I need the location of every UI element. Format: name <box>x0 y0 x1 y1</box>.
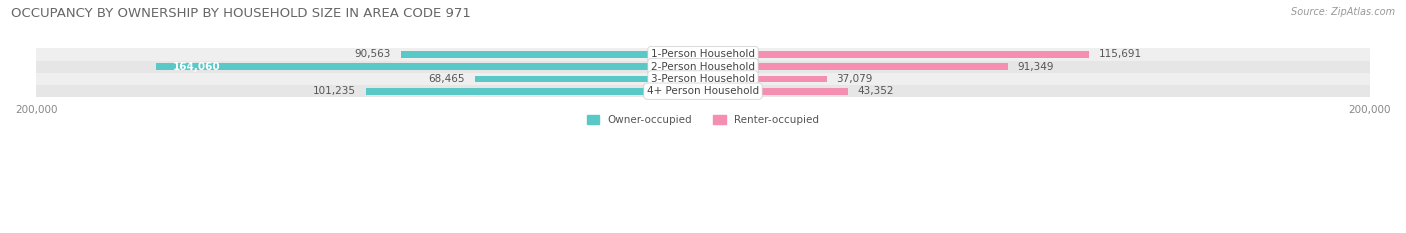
Bar <box>366 88 703 95</box>
Text: 115,691: 115,691 <box>1098 49 1142 59</box>
Legend: Owner-occupied, Renter-occupied: Owner-occupied, Renter-occupied <box>582 111 824 129</box>
Bar <box>703 88 848 95</box>
Bar <box>475 75 703 82</box>
Bar <box>37 73 1369 85</box>
Bar <box>703 51 1088 58</box>
Bar <box>37 85 1369 97</box>
Text: 164,060: 164,060 <box>173 62 221 72</box>
Text: 2-Person Household: 2-Person Household <box>651 62 755 72</box>
Text: 3-Person Household: 3-Person Household <box>651 74 755 84</box>
Bar <box>37 48 1369 61</box>
Text: 101,235: 101,235 <box>312 86 356 96</box>
Text: Source: ZipAtlas.com: Source: ZipAtlas.com <box>1291 7 1395 17</box>
Text: 4+ Person Household: 4+ Person Household <box>647 86 759 96</box>
Bar <box>401 51 703 58</box>
Text: 37,079: 37,079 <box>837 74 873 84</box>
Bar <box>156 63 703 70</box>
Text: 90,563: 90,563 <box>354 49 391 59</box>
Text: 68,465: 68,465 <box>429 74 465 84</box>
Text: 43,352: 43,352 <box>858 86 894 96</box>
Bar <box>703 75 827 82</box>
Bar <box>703 63 1008 70</box>
Bar <box>37 61 1369 73</box>
Text: 1-Person Household: 1-Person Household <box>651 49 755 59</box>
Text: OCCUPANCY BY OWNERSHIP BY HOUSEHOLD SIZE IN AREA CODE 971: OCCUPANCY BY OWNERSHIP BY HOUSEHOLD SIZE… <box>11 7 471 20</box>
Text: 91,349: 91,349 <box>1018 62 1054 72</box>
